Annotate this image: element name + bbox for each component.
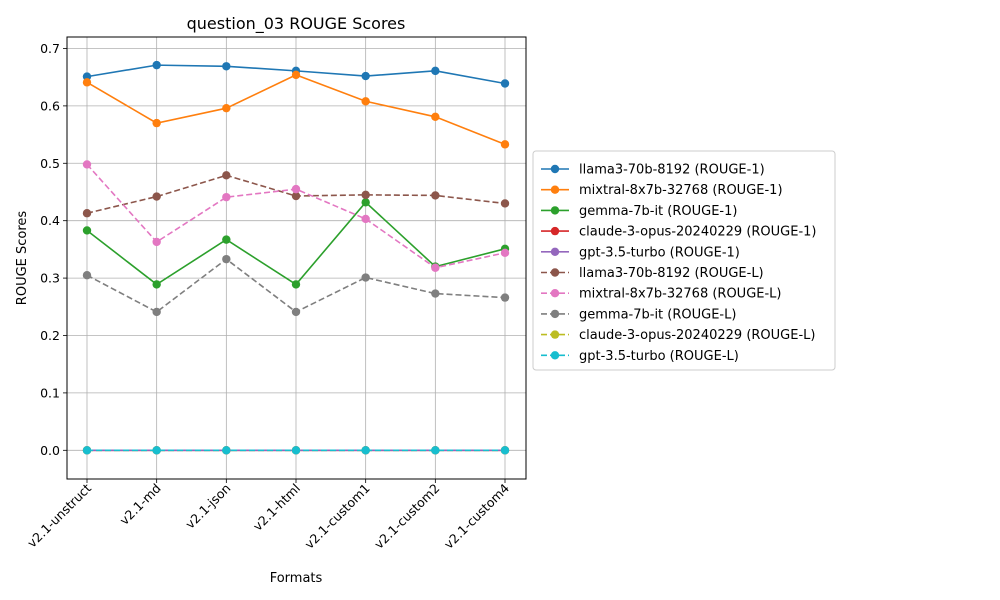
y-tick-label: 0.1 [40,385,60,400]
x-tick-label: v2.1-json [182,481,233,532]
data-point [361,446,370,455]
data-point [222,62,231,71]
legend-entry-label: claude-3-opus-20240229 (ROUGE-L) [579,328,815,343]
legend-entry-label: claude-3-opus-20240229 (ROUGE-1) [579,225,817,240]
data-point [291,446,301,455]
data-point [152,446,161,455]
data-point [222,446,231,455]
data-point [222,235,231,244]
y-tick-label: 0.4 [40,213,60,228]
legend-entry-label: llama3-70b-8192 (ROUGE-1) [579,163,765,178]
data-point [431,289,440,298]
data-point [431,191,440,200]
data-point [431,263,440,272]
data-point [152,237,161,247]
data-point [431,112,440,121]
data-point [361,214,370,224]
data-point [222,254,231,264]
x-tick-label: v2.1-custom4 [441,480,512,551]
y-tick-label: 0.3 [40,271,60,286]
x-tick-label: v2.1-md [116,481,163,528]
data-point [82,160,92,169]
y-tick-label: 0.2 [40,328,60,343]
legend: llama3-70b-8192 (ROUGE-1) mixtral-8x7b-32… [532,150,836,371]
legend-swatch-marker [550,351,560,360]
series-group [82,60,510,455]
x-tick-label: v2.1-custom1 [302,481,373,552]
data-point [82,78,92,87]
data-point [222,103,231,113]
plot-frame [66,36,527,480]
y-tick-label: 0.6 [40,98,60,113]
grid-lines [67,37,526,479]
data-point [500,293,510,302]
data-point [152,307,161,317]
data-point [291,191,301,201]
data-point [361,273,370,282]
data-point [431,446,440,455]
legend-swatch-marker [550,185,560,194]
legend-entry-label: mixtral-8x7b-32768 (ROUGE-1) [579,183,783,198]
legend-entry-label: gpt-3.5-turbo (ROUGE-L) [579,349,739,364]
legend-swatch-marker [550,268,560,277]
data-point [152,192,161,201]
data-point [82,72,92,81]
y-tick-label: 0.0 [40,443,60,458]
chart-title: question_03 ROUGE Scores [187,14,406,34]
legend-entry-label: mixtral-8x7b-32768 (ROUGE-L) [579,287,782,302]
legend-swatch-marker [550,309,560,319]
data-point [361,198,370,207]
data-point [500,199,510,208]
legend-swatch-marker [550,226,560,236]
data-point [82,209,92,218]
data-point [500,140,510,149]
legend-box [532,150,836,371]
data-point [152,60,161,70]
legend-swatch-marker [550,247,560,256]
data-point [291,280,301,289]
data-point [222,192,231,202]
data-point [82,446,92,455]
legend-swatch-marker [550,206,560,215]
data-point [500,79,510,88]
data-point [361,71,370,81]
data-point [152,280,161,289]
data-point [291,70,301,80]
y-tick-label: 0.5 [40,156,60,171]
legend-swatch-marker [550,164,560,174]
data-point [222,171,231,180]
y-tick-label: 0.7 [40,41,60,56]
x-axis-label: Formats [270,571,323,586]
legend-entry-label: gpt-3.5-turbo (ROUGE-1) [579,245,740,260]
data-point [291,184,301,194]
data-point [361,190,370,200]
legend-swatch-marker [550,330,560,339]
legend-entry-label: gemma-7b-it (ROUGE-1) [579,204,737,219]
data-point [152,118,161,128]
x-tick-label: v2.1-unstruct [24,480,94,550]
legend-swatch-marker [550,289,560,298]
data-point [291,307,301,317]
legend-entry-label: llama3-70b-8192 (ROUGE-L) [579,266,764,281]
data-point [500,248,510,258]
data-point [431,66,440,76]
data-point [500,446,510,455]
legend-entry-label: gemma-7b-it (ROUGE-L) [579,307,736,322]
x-tick-label: v2.1-html [250,481,303,534]
y-axis-label: ROUGE Scores [15,211,30,306]
data-point [82,271,92,280]
x-tick-label: v2.1-custom2 [371,481,442,552]
data-point [82,226,92,235]
data-point [361,97,370,106]
